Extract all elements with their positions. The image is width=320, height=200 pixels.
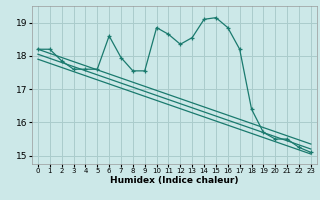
X-axis label: Humidex (Indice chaleur): Humidex (Indice chaleur) bbox=[110, 176, 239, 185]
